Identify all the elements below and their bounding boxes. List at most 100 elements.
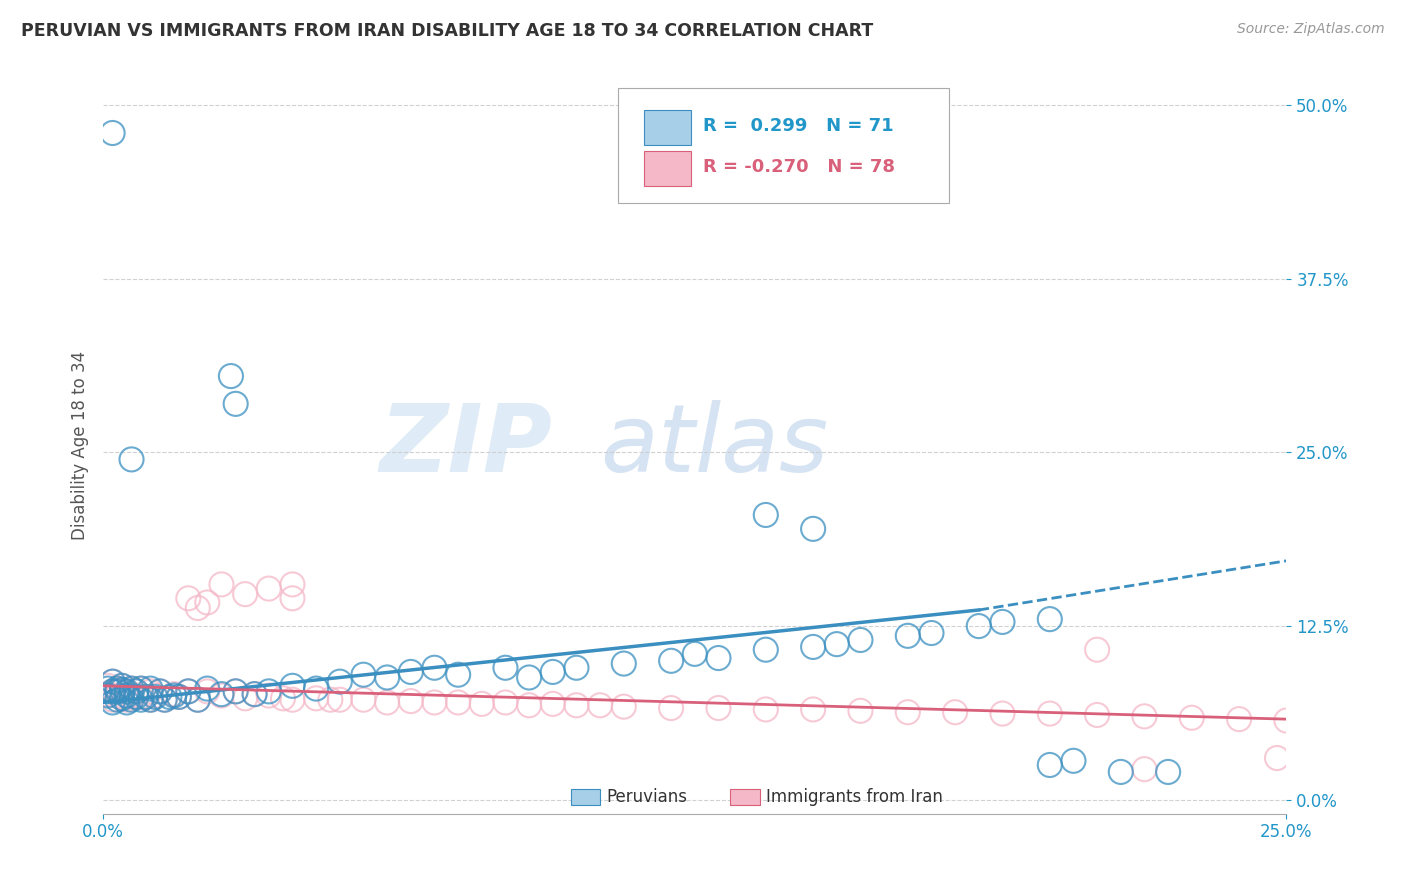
Text: atlas: atlas xyxy=(600,400,828,491)
Point xyxy=(111,691,134,706)
Point xyxy=(319,692,342,706)
Point xyxy=(101,692,124,706)
Point xyxy=(105,689,128,703)
Point xyxy=(353,692,375,706)
Point xyxy=(1039,758,1062,772)
Point xyxy=(1085,708,1108,723)
Point xyxy=(187,692,209,706)
Point xyxy=(281,679,304,693)
Point xyxy=(139,684,162,698)
Point xyxy=(121,452,143,467)
Point xyxy=(195,684,218,698)
Point xyxy=(111,683,134,698)
Point xyxy=(825,637,848,651)
Point xyxy=(541,697,564,711)
Point xyxy=(211,577,233,591)
Point xyxy=(163,689,186,703)
Point xyxy=(565,698,588,713)
Point xyxy=(135,690,157,704)
Point xyxy=(329,692,352,706)
Point xyxy=(305,691,328,706)
FancyBboxPatch shape xyxy=(617,88,949,202)
Point xyxy=(801,640,824,654)
Bar xyxy=(644,110,692,145)
Point xyxy=(967,619,990,633)
Point xyxy=(755,702,778,716)
Point xyxy=(517,671,540,685)
Point xyxy=(495,661,517,675)
Point xyxy=(101,674,124,689)
Point xyxy=(97,689,120,703)
Point xyxy=(187,692,209,706)
Point xyxy=(125,689,148,703)
Point xyxy=(105,681,128,696)
Point xyxy=(125,690,148,704)
Point xyxy=(195,595,218,609)
Point xyxy=(423,661,446,675)
Point xyxy=(1085,642,1108,657)
Point xyxy=(1133,709,1156,723)
Text: ZIP: ZIP xyxy=(380,400,553,491)
Point xyxy=(121,692,143,706)
Point xyxy=(111,683,134,698)
Point xyxy=(495,696,517,710)
Point xyxy=(565,661,588,675)
Point xyxy=(281,577,304,591)
Y-axis label: Disability Age 18 to 34: Disability Age 18 to 34 xyxy=(72,351,89,540)
Point xyxy=(101,126,124,140)
Point xyxy=(517,698,540,713)
Point xyxy=(1227,712,1250,726)
Point xyxy=(135,690,157,704)
Point xyxy=(541,665,564,679)
Text: R =  0.299   N = 71: R = 0.299 N = 71 xyxy=(703,117,894,135)
Point xyxy=(139,681,162,696)
Point xyxy=(281,692,304,706)
Point xyxy=(659,654,682,668)
Point xyxy=(115,696,138,710)
Point xyxy=(447,696,470,710)
Point xyxy=(97,681,120,696)
Point xyxy=(105,684,128,698)
Point xyxy=(943,705,966,719)
Point xyxy=(101,674,124,689)
Point xyxy=(177,591,200,606)
Point xyxy=(683,647,706,661)
Point xyxy=(115,684,138,698)
Point xyxy=(755,642,778,657)
Point xyxy=(305,681,328,696)
Point xyxy=(1039,706,1062,721)
Point xyxy=(129,690,152,704)
Point xyxy=(129,692,152,706)
Point xyxy=(195,681,218,696)
Point xyxy=(243,687,266,701)
Point xyxy=(105,681,128,696)
Text: R = -0.270   N = 78: R = -0.270 N = 78 xyxy=(703,158,896,177)
Point xyxy=(177,684,200,698)
Point xyxy=(121,690,143,704)
Point xyxy=(225,397,247,411)
Point xyxy=(897,629,920,643)
Text: Immigrants from Iran: Immigrants from Iran xyxy=(766,788,942,805)
Point xyxy=(167,690,190,704)
Point xyxy=(233,691,256,706)
Point xyxy=(157,690,180,704)
Point xyxy=(991,706,1014,721)
Point xyxy=(211,689,233,703)
Point xyxy=(849,632,872,647)
Point xyxy=(143,690,166,704)
Bar xyxy=(730,789,759,805)
Point xyxy=(423,696,446,710)
Point xyxy=(219,369,242,384)
Point xyxy=(1039,612,1062,626)
Point xyxy=(1265,751,1288,765)
Point xyxy=(1109,764,1132,779)
Point xyxy=(707,651,730,665)
Point xyxy=(329,674,352,689)
Point xyxy=(105,684,128,698)
Point xyxy=(121,681,143,696)
Point xyxy=(707,701,730,715)
Point xyxy=(149,684,172,698)
Point xyxy=(257,684,280,698)
Point xyxy=(163,687,186,701)
Point xyxy=(111,691,134,706)
